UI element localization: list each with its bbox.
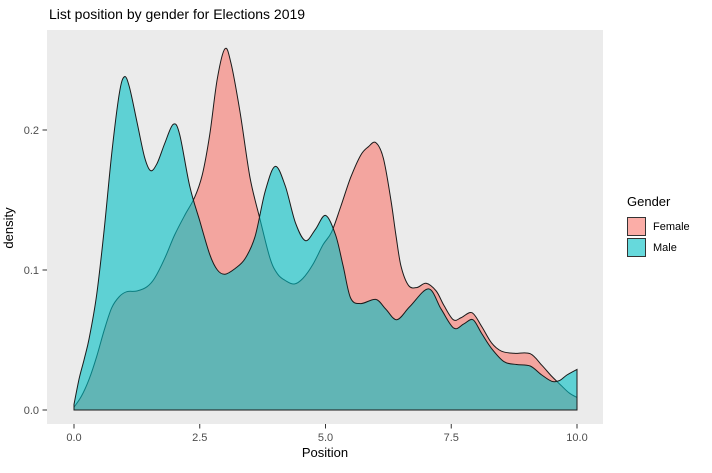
- x-tick-label: 2.5: [192, 432, 207, 444]
- y-axis-title: density: [1, 207, 16, 249]
- y-tick-label: 0.0: [24, 405, 39, 417]
- density-curve-male: [73, 76, 578, 411]
- x-axis-title: Position: [301, 445, 349, 460]
- legend-item-male: Male: [627, 238, 690, 257]
- legend: Gender Female Male: [627, 194, 690, 259]
- male-swatch-icon: [627, 238, 646, 257]
- x-tick-label: 7.5: [444, 432, 459, 444]
- y-tick-label: 0.2: [24, 125, 39, 137]
- legend-label-male: Male: [653, 241, 677, 254]
- x-tick-label: 10.0: [566, 432, 587, 444]
- legend-title: Gender: [627, 194, 671, 209]
- x-tick-label: 0.0: [66, 432, 81, 444]
- legend-label-female: Female: [653, 220, 690, 233]
- legend-item-female: Female: [627, 217, 690, 236]
- female-swatch-icon: [627, 217, 646, 236]
- chart-title: List position by gender for Elections 20…: [49, 6, 306, 22]
- x-tick-label: 5.0: [318, 432, 333, 444]
- y-tick-label: 0.1: [24, 265, 39, 277]
